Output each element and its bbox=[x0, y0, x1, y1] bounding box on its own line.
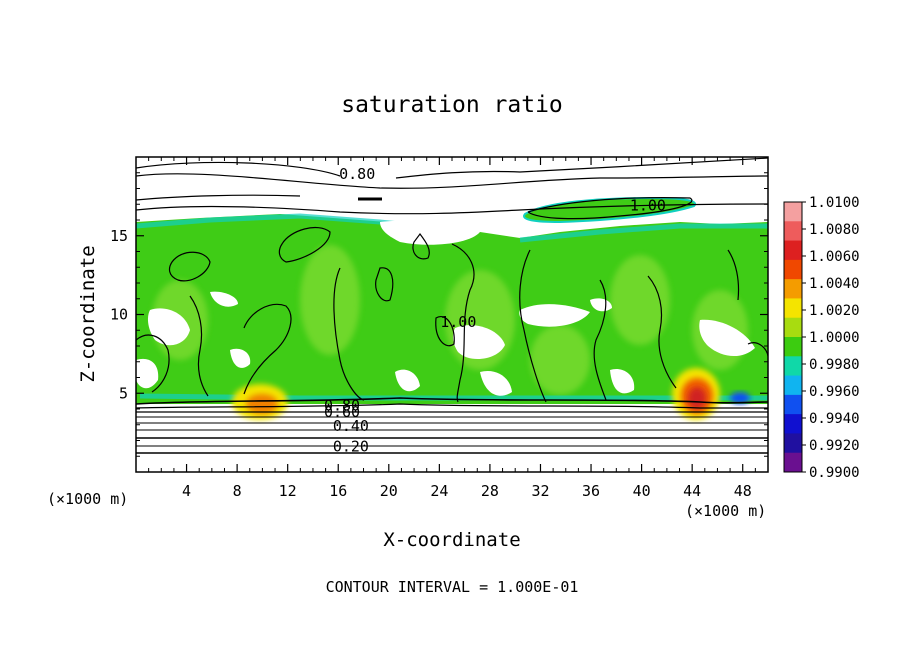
x-tick-label: 28 bbox=[481, 482, 499, 500]
colorbar-swatch bbox=[784, 375, 802, 396]
colorbar-label: 1.0100 bbox=[809, 195, 860, 211]
contour-label: 0.20 bbox=[333, 438, 369, 456]
x-tick-label: 36 bbox=[582, 482, 600, 500]
lower-contours bbox=[136, 397, 768, 454]
colorbar-swatch bbox=[784, 202, 802, 222]
upper-contours bbox=[136, 157, 768, 220]
y-tick-label: 15 bbox=[110, 227, 128, 245]
colorbar-swatch bbox=[784, 221, 802, 242]
light-green-patches bbox=[152, 245, 748, 395]
colorbar-label: 0.9900 bbox=[809, 465, 860, 481]
colorbar-swatch bbox=[784, 298, 802, 319]
colorbar-label: 1.0040 bbox=[809, 276, 860, 292]
colorbar-swatch bbox=[784, 317, 802, 338]
x-axis-unit-label: (×1000 m) bbox=[685, 502, 766, 520]
colorbar-swatch bbox=[784, 452, 802, 473]
x-tick-label: 40 bbox=[633, 482, 651, 500]
x-tick-label: 32 bbox=[531, 482, 549, 500]
colorbar-swatch bbox=[784, 356, 802, 377]
x-tick-label: 44 bbox=[683, 482, 701, 500]
colorbar-swatch bbox=[784, 414, 802, 434]
colorbar-label: 1.0020 bbox=[809, 303, 860, 319]
colorbar-swatch bbox=[784, 394, 802, 415]
colorbar-label: 0.9940 bbox=[809, 411, 860, 427]
x-tick-label: 16 bbox=[329, 482, 347, 500]
colorbar-label: 0.9920 bbox=[809, 438, 860, 454]
colorbar-swatch bbox=[784, 433, 802, 454]
colorbar-label: 1.0060 bbox=[809, 249, 860, 265]
plot-area bbox=[136, 157, 768, 472]
contour-label: 1.00 bbox=[630, 197, 666, 215]
x-tick-label: 4 bbox=[182, 482, 191, 500]
high-saturation-cores bbox=[232, 368, 750, 420]
colorbar-label: 0.9960 bbox=[809, 384, 860, 400]
x-tick-label: 24 bbox=[430, 482, 448, 500]
unsaturated-patches bbox=[136, 220, 755, 396]
colorbar-swatch bbox=[784, 279, 802, 299]
x-tick-label: 20 bbox=[380, 482, 398, 500]
colorbar-swatch bbox=[784, 259, 802, 280]
y-axis-label: Z-coordinate bbox=[77, 245, 99, 382]
contour-interval-note: CONTOUR INTERVAL = 1.000E-01 bbox=[326, 578, 579, 596]
contour-label: 0.40 bbox=[333, 417, 369, 435]
contour-label: 0.60 bbox=[324, 403, 360, 421]
x-axis-label: X-coordinate bbox=[383, 529, 520, 551]
colorbar: 1.0100 1.0080 1.0060 1.0040 1.0020 1.0000 0.99… bbox=[783, 195, 860, 481]
y-tick-label: 5 bbox=[119, 384, 128, 402]
colorbar-label: 0.9980 bbox=[809, 357, 860, 373]
x-tick-label: 12 bbox=[279, 482, 297, 500]
contour-label: 0.80 bbox=[339, 165, 375, 183]
y-tick-label: 10 bbox=[110, 306, 128, 324]
x-axis-ticks: 4 8 12 16 20 24 28 32 36 40 44 48 bbox=[148, 157, 756, 500]
colorbar-label: 1.0080 bbox=[809, 222, 860, 238]
mid-contours bbox=[136, 227, 768, 403]
chart-title: saturation ratio bbox=[341, 92, 563, 118]
contour-label: 0.80 bbox=[324, 397, 360, 415]
colorbar-label: 1.0000 bbox=[809, 330, 860, 346]
contour-label: 1.00 bbox=[440, 313, 476, 331]
y-axis-ticks: 5 10 15 bbox=[110, 172, 768, 457]
colorbar-swatch bbox=[784, 240, 802, 261]
x-tick-label: 48 bbox=[734, 482, 752, 500]
contour-labels: 0.801.001.000.800.600.400.20 bbox=[324, 165, 666, 456]
y-axis-unit-label: (×1000 m) bbox=[47, 490, 128, 508]
colorbar-swatch bbox=[784, 337, 802, 357]
x-tick-label: 8 bbox=[233, 482, 242, 500]
